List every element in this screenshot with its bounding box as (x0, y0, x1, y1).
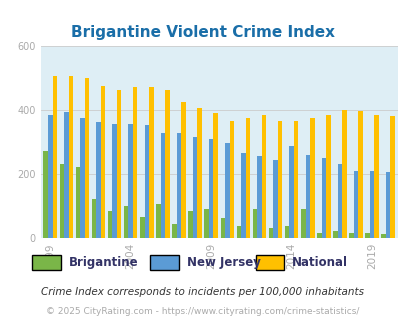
Text: National: National (292, 256, 347, 269)
Bar (133, 87, 137, 238)
Bar (188, 212, 192, 238)
Bar (300, 209, 305, 238)
Bar (144, 125, 149, 238)
Bar (48, 115, 52, 238)
Bar (325, 115, 330, 238)
Bar (364, 233, 369, 238)
Bar (293, 121, 298, 238)
Bar (268, 228, 273, 238)
Bar (52, 76, 57, 238)
Bar (305, 155, 309, 238)
Bar (156, 204, 160, 238)
Bar (309, 118, 314, 238)
Bar (60, 164, 64, 238)
Bar (353, 171, 357, 238)
Bar (209, 139, 213, 238)
Bar (220, 218, 224, 238)
Bar (92, 199, 96, 238)
Bar (333, 231, 337, 238)
Bar (241, 153, 245, 238)
Bar (108, 212, 112, 238)
Bar (176, 133, 181, 238)
Bar (277, 121, 281, 238)
Bar (100, 86, 105, 238)
Bar (273, 160, 277, 238)
Bar (85, 78, 89, 238)
Bar (236, 226, 241, 238)
Bar (140, 217, 144, 238)
Bar (160, 133, 165, 238)
Bar (373, 115, 378, 238)
Bar (348, 233, 353, 238)
Bar (229, 121, 233, 238)
Bar (75, 167, 80, 238)
Bar (316, 233, 321, 238)
Bar (192, 137, 197, 238)
Bar (341, 110, 346, 238)
Bar (96, 122, 100, 238)
Bar (390, 116, 394, 238)
Bar (197, 108, 201, 238)
Bar (369, 171, 373, 238)
Text: Brigantine Violent Crime Index: Brigantine Violent Crime Index (71, 25, 334, 41)
Text: New Jersey: New Jersey (186, 256, 260, 269)
Bar (245, 118, 249, 238)
Bar (252, 209, 257, 238)
Bar (381, 234, 385, 238)
Bar (181, 102, 185, 238)
Bar (337, 164, 341, 238)
Bar (68, 76, 73, 238)
Bar (149, 87, 153, 238)
Bar (80, 118, 85, 238)
Bar (124, 206, 128, 238)
Bar (289, 146, 293, 238)
Bar (172, 224, 176, 238)
Bar (257, 156, 261, 238)
Bar (64, 112, 68, 238)
Bar (261, 115, 266, 238)
Bar (284, 226, 289, 238)
Bar (117, 90, 121, 238)
Bar (357, 111, 362, 238)
Bar (112, 124, 117, 238)
Text: © 2025 CityRating.com - https://www.cityrating.com/crime-statistics/: © 2025 CityRating.com - https://www.city… (46, 307, 359, 316)
Bar (224, 144, 229, 238)
Bar (213, 113, 217, 238)
Text: Crime Index corresponds to incidents per 100,000 inhabitants: Crime Index corresponds to incidents per… (41, 287, 364, 297)
Bar (385, 172, 390, 238)
Bar (321, 158, 325, 238)
Bar (128, 124, 133, 238)
Text: Brigantine: Brigantine (69, 256, 138, 269)
Bar (165, 90, 169, 238)
Bar (204, 209, 209, 238)
Bar (43, 151, 48, 238)
